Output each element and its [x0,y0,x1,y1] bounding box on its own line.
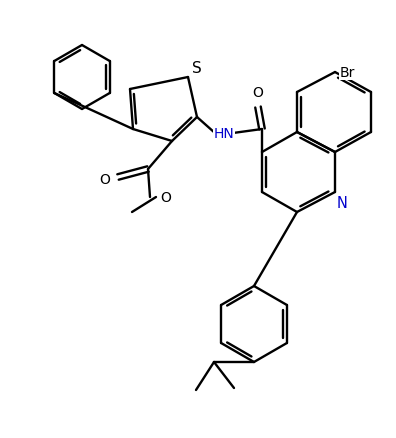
Text: O: O [160,191,171,205]
Text: N: N [337,195,348,211]
Text: O: O [99,173,110,187]
Text: O: O [253,86,263,100]
Text: Br: Br [340,66,355,80]
Text: HN: HN [213,127,234,141]
Text: S: S [192,61,202,76]
